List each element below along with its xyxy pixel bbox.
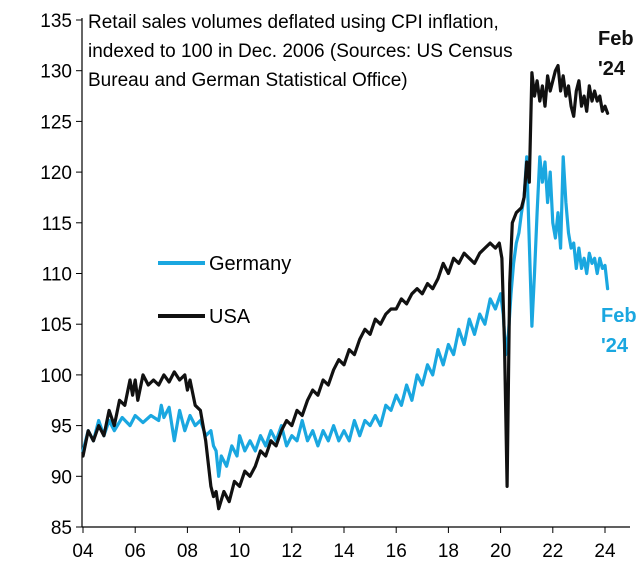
x-tick-label: 14 bbox=[333, 541, 355, 562]
end-label-usa: Feb bbox=[598, 28, 634, 50]
axes: 85 90 95 100 105 110 115 120 125 130 135 04 06 08 10 12… bbox=[40, 11, 630, 562]
series-line-usa bbox=[81, 63, 610, 511]
title-line-1: Retail sales volumes deflated using CPI … bbox=[88, 12, 499, 33]
x-tick-label: 10 bbox=[229, 541, 250, 562]
end-label-usa: '24 bbox=[598, 58, 626, 80]
x-tick-label: 20 bbox=[490, 541, 511, 562]
legend-label-germany: Germany bbox=[209, 253, 291, 275]
end-label-germany: '24 bbox=[601, 335, 629, 357]
y-tick-label: 125 bbox=[40, 112, 72, 133]
x-tick-label: 24 bbox=[594, 541, 616, 562]
x-tick-label: 12 bbox=[281, 541, 302, 562]
x-tick-label: 18 bbox=[438, 541, 459, 562]
chart-title: Retail sales volumes deflated using CPI … bbox=[88, 12, 513, 91]
title-line-2: indexed to 100 in Dec. 2006 (Sources: US… bbox=[88, 41, 513, 62]
series-line-germany bbox=[81, 155, 610, 478]
x-tick-label: 22 bbox=[542, 541, 563, 562]
y-tick-label: 105 bbox=[40, 315, 72, 336]
y-tick-label: 90 bbox=[51, 467, 72, 488]
x-tick-label: 08 bbox=[177, 541, 198, 562]
x-tick-label: 04 bbox=[72, 541, 94, 562]
end-labels: Feb '24 Feb '24 bbox=[598, 28, 637, 357]
y-tick-label: 120 bbox=[40, 163, 72, 184]
end-label-germany: Feb bbox=[601, 305, 637, 327]
title-line-3: Bureau and German Statistical Office) bbox=[88, 70, 408, 91]
y-tick-label: 85 bbox=[51, 518, 72, 539]
x-tick-label: 06 bbox=[125, 541, 146, 562]
y-tick-label: 130 bbox=[40, 62, 72, 83]
y-tick-label: 95 bbox=[51, 417, 72, 438]
legend-label-usa: USA bbox=[209, 306, 251, 328]
x-tick-label: 16 bbox=[386, 541, 407, 562]
series-layer bbox=[81, 63, 610, 511]
legend: Germany USA bbox=[158, 253, 291, 328]
y-tick-label: 115 bbox=[42, 214, 72, 235]
y-tick-label: 110 bbox=[42, 265, 72, 286]
y-tick-label: 135 bbox=[40, 11, 72, 32]
y-tick-label: 100 bbox=[40, 366, 72, 387]
